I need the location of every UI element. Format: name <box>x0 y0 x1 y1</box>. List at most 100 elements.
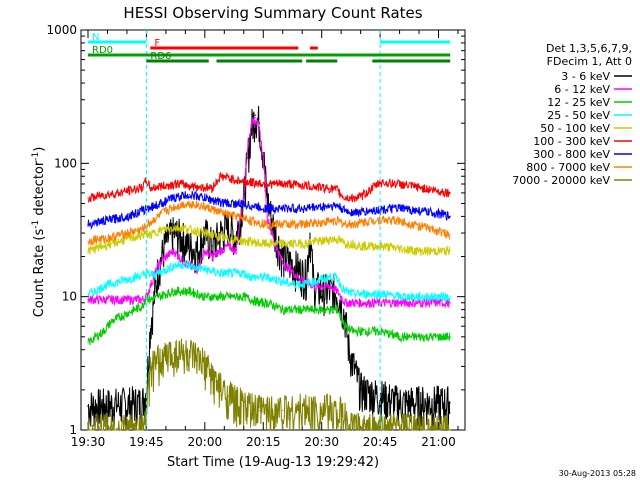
series-point <box>266 276 268 278</box>
series-line <box>87 116 451 309</box>
series-point <box>313 309 315 311</box>
series-point <box>165 268 167 271</box>
series-point <box>219 272 221 274</box>
series-point <box>204 250 206 252</box>
series-point <box>258 128 260 130</box>
series-point <box>289 283 292 285</box>
timestamp-footer: 30-Aug-2013 05:28 <box>559 469 636 478</box>
series-point <box>243 181 245 183</box>
series-point <box>141 305 144 307</box>
series-line <box>87 189 451 230</box>
series-layer <box>87 105 451 432</box>
series-point <box>243 240 245 242</box>
series-point <box>336 220 338 222</box>
y-axis-ticks: 1 10 100 1000 <box>46 23 465 437</box>
series-point <box>87 299 89 301</box>
series-point <box>344 418 346 420</box>
series-point <box>321 409 323 412</box>
series-point <box>449 429 451 431</box>
series-point <box>297 207 299 209</box>
series-point <box>313 280 315 283</box>
series-point <box>251 299 253 301</box>
series-point <box>379 209 381 211</box>
series-point <box>165 293 167 295</box>
series-point <box>196 185 198 188</box>
series-point <box>379 245 381 247</box>
series-point <box>196 268 198 271</box>
series-point <box>219 296 221 298</box>
series-point <box>289 207 292 209</box>
series-point <box>449 402 451 404</box>
series-point <box>126 278 128 280</box>
series-point <box>336 409 338 412</box>
legend-entry: 100 - 300 keV <box>533 135 610 148</box>
series-point <box>297 223 299 225</box>
chart-title: HESSI Observing Summary Count Rates <box>123 4 422 22</box>
series-point <box>157 296 159 298</box>
legend-header: FDecim 1, Att 0 <box>547 55 632 68</box>
series-point <box>344 316 346 318</box>
series-point <box>274 409 276 412</box>
series-point <box>204 186 206 188</box>
series-point <box>418 210 420 212</box>
series-point <box>227 245 229 247</box>
series-point <box>449 234 451 236</box>
series-point <box>165 200 167 202</box>
series-point <box>212 199 214 201</box>
series-point <box>149 274 151 276</box>
series-point <box>141 186 144 188</box>
series-point <box>313 285 315 287</box>
series-point <box>360 330 362 332</box>
series-point <box>274 232 276 234</box>
series-point <box>243 217 245 219</box>
series-point <box>145 272 147 274</box>
series-point <box>449 336 451 338</box>
series-point <box>449 302 451 304</box>
series-point <box>118 217 120 219</box>
series-point <box>126 232 128 234</box>
series-line <box>87 105 451 429</box>
series-point <box>282 207 284 209</box>
series-point <box>243 204 245 206</box>
flag-label: RD0 <box>92 45 113 56</box>
y-axis-label-mid: detector <box>32 160 47 220</box>
series-point <box>126 190 128 192</box>
series-point <box>173 232 175 234</box>
series-point <box>204 268 206 271</box>
series-point <box>344 325 346 327</box>
series-point <box>87 240 89 242</box>
series-point <box>360 429 362 431</box>
series-point <box>309 232 311 234</box>
series-point <box>282 409 284 412</box>
series-point <box>227 272 229 274</box>
flag-label: RD6 <box>150 51 171 62</box>
series-point <box>360 196 362 198</box>
series-point <box>328 285 331 287</box>
series-point <box>157 265 159 267</box>
series-point <box>87 405 89 408</box>
series-point <box>340 207 342 209</box>
series-point <box>110 236 112 238</box>
series-point <box>305 309 307 311</box>
series-point <box>227 225 229 227</box>
series-point <box>157 230 159 232</box>
series-point <box>336 290 338 292</box>
series-point <box>196 360 198 362</box>
series-point <box>352 211 354 213</box>
series-point <box>141 299 144 301</box>
series-point <box>103 245 105 247</box>
legend-header: Det 1,3,5,6,7,9, <box>546 42 632 55</box>
series-point <box>399 336 401 338</box>
y-axis-label-end: ) <box>32 147 47 152</box>
series-point <box>227 177 229 179</box>
series-point <box>188 194 190 196</box>
series-point <box>87 197 89 199</box>
series-point <box>110 283 112 285</box>
series-point <box>274 305 276 307</box>
series-line <box>87 200 451 247</box>
series-point <box>282 280 284 283</box>
series-point <box>173 197 175 199</box>
series-point <box>399 402 401 404</box>
series-point <box>204 197 206 199</box>
series-point <box>196 230 198 232</box>
